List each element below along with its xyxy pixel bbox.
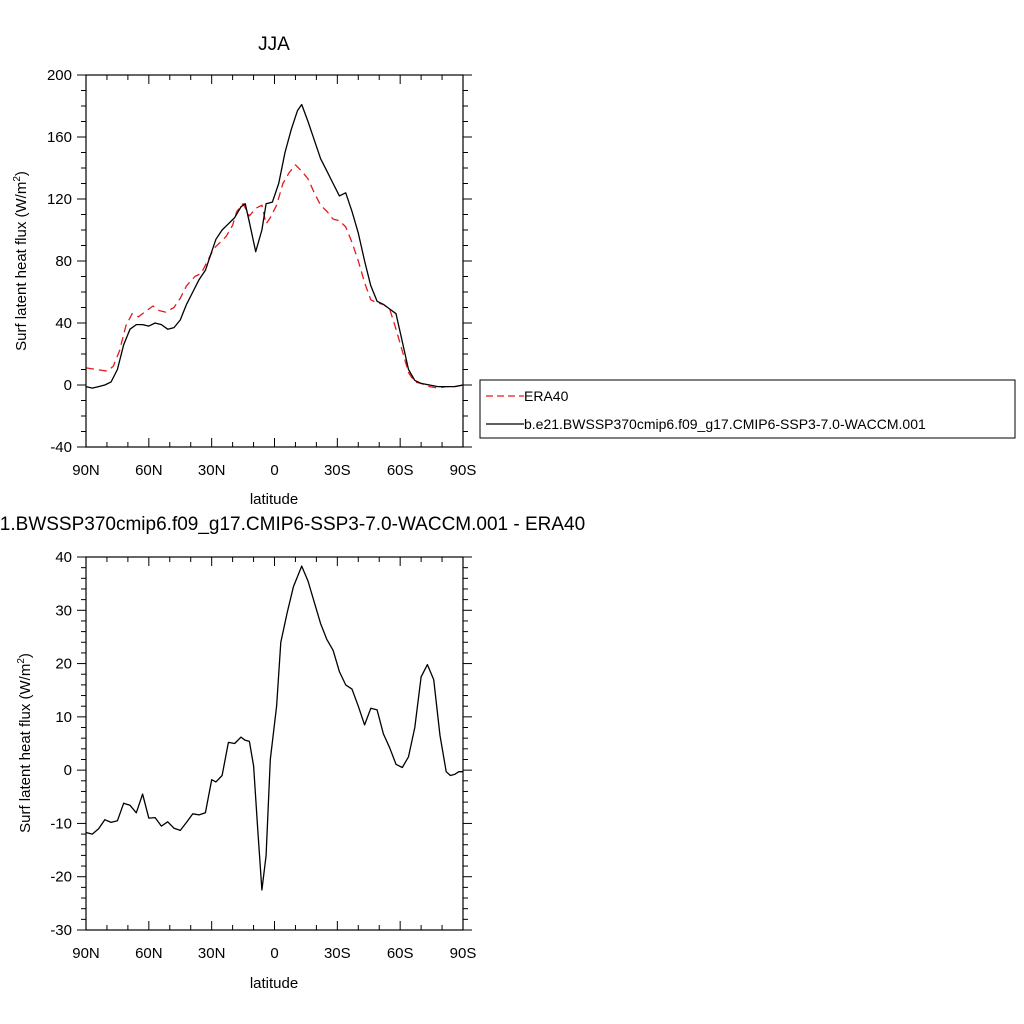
bottom-x-tick-label: 30S: [324, 945, 351, 962]
top-x-tick-label: 60S: [387, 462, 414, 479]
bottom-y-tick-label: 0: [64, 762, 72, 779]
top-y-tick-label: 0: [64, 377, 72, 394]
bottom-x-tick-label: 60N: [135, 945, 163, 962]
bottom-y-axis-label-tail: ): [17, 653, 34, 658]
bottom-y-tick-label: 20: [55, 656, 72, 673]
top-axis-ticks: [77, 74, 472, 448]
bottom-y-tick-label: -20: [50, 869, 72, 886]
top-y-tick-label: 200: [47, 67, 72, 84]
bottom-y-tick-labels: -30 -20 -10 0 10 20 30 40: [50, 549, 72, 939]
bottom-x-tick-label: 90N: [72, 945, 100, 962]
bottom-y-tick-label: 30: [55, 602, 72, 619]
bottom-y-tick-label: -10: [50, 815, 72, 832]
top-y-tick-label: 160: [47, 129, 72, 146]
top-plot-frame: [85, 74, 464, 448]
top-y-tick-labels: -40 0 40 80 120 160 200: [47, 67, 72, 456]
top-y-tick-label: 80: [55, 253, 72, 270]
top-x-tick-labels: 90N 60N 30N 0 30S 60S 90S: [72, 462, 476, 479]
legend-box: [479, 379, 1016, 439]
bottom-x-tick-labels: 90N 60N 30N 0 30S 60S 90S: [72, 945, 476, 962]
top-y-axis-label-tail: ): [13, 171, 30, 176]
bottom-y-tick-label: 10: [55, 709, 72, 726]
legend: ERA40 b.e21.BWSSP370cmip6.f09_g17.CMIP6-…: [479, 379, 1016, 439]
bottom-axis-ticks: [77, 556, 472, 931]
legend-label-model: b.e21.BWSSP370cmip6.f09_g17.CMIP6-SSP3-7…: [524, 416, 926, 432]
top-y-axis-label-main: Surf latent heat flux (W/m: [13, 182, 30, 351]
bottom-x-tick-label: 0: [270, 945, 278, 962]
bottom-panel: b.e21.BWSSP370cmip6.f09_g17.CMIP6-SSP3-7…: [0, 514, 585, 992]
bottom-y-axis-label-main: Surf latent heat flux (W/m: [17, 664, 34, 833]
bottom-x-tick-label: 30N: [198, 945, 226, 962]
top-y-axis-label: Surf latent heat flux (W/m2): [12, 171, 30, 351]
top-panel: JJA 90N 60N 30N 0 30S 60S 90S -40 0 40 80 120 160 20…: [12, 34, 476, 508]
top-y-tick-label: 120: [47, 191, 72, 208]
bottom-plot-frame: [85, 556, 464, 931]
top-x-tick-label: 60N: [135, 462, 163, 479]
bottom-y-tick-label: -30: [50, 922, 72, 939]
bottom-x-tick-label: 60S: [387, 945, 414, 962]
bottom-x-axis-label: latitude: [250, 975, 298, 992]
bottom-x-tick-label: 90S: [450, 945, 477, 962]
top-x-axis-label: latitude: [250, 491, 298, 508]
bottom-series-line-1: [85, 565, 463, 891]
top-x-tick-label: 0: [270, 462, 278, 479]
top-x-tick-label: 30S: [324, 462, 351, 479]
top-series-lines: [85, 103, 464, 389]
bottom-series-lines: [85, 565, 463, 891]
bottom-y-tick-label: 40: [55, 549, 72, 566]
top-y-tick-label: -40: [50, 439, 72, 456]
top-y-axis-label-sup: 2: [12, 176, 23, 182]
top-series-line-1: [85, 164, 464, 389]
legend-label-era40: ERA40: [524, 388, 569, 404]
top-y-tick-label: 40: [55, 315, 72, 332]
bottom-y-axis-label: Surf latent heat flux (W/m2): [16, 653, 34, 833]
top-x-tick-label: 90S: [450, 462, 477, 479]
top-series-line-2: [85, 103, 464, 389]
top-x-tick-label: 90N: [72, 462, 100, 479]
top-x-tick-label: 30N: [198, 462, 226, 479]
bottom-y-axis-label-sup: 2: [16, 658, 27, 664]
bottom-chart-title: b.e21.BWSSP370cmip6.f09_g17.CMIP6-SSP3-7…: [0, 514, 585, 535]
top-chart-title: JJA: [258, 34, 290, 55]
